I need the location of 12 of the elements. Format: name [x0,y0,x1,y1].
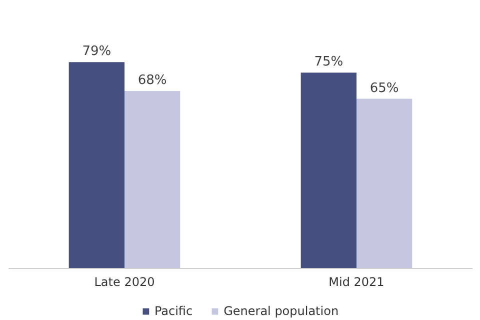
legend-label: Pacific [154,304,193,318]
data-label: 75% [314,54,344,70]
data-label: 65% [370,80,399,96]
x-tick-label: Mid 2021 [328,274,384,289]
x-tick-label: Late 2020 [94,274,155,289]
bar [300,72,356,269]
legend-label: General population [224,304,339,318]
bar [124,90,180,269]
bar [356,98,412,269]
data-label: 68% [138,72,167,88]
bar [68,62,124,269]
data-label: 79% [82,44,112,60]
